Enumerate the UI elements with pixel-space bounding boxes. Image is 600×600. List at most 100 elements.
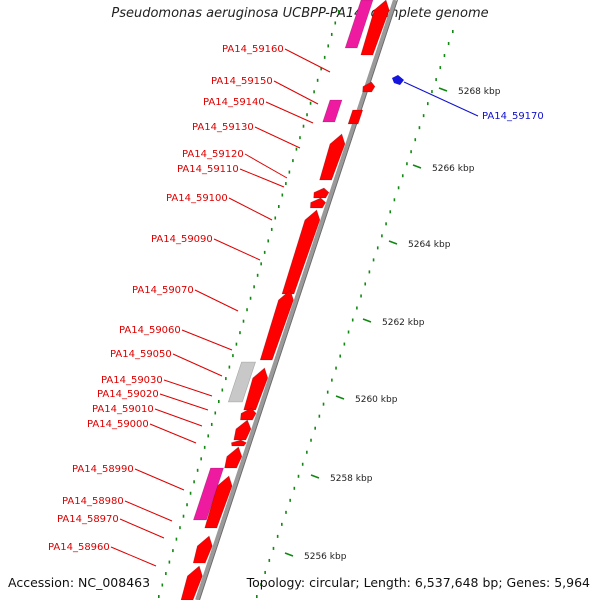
inner-guide-dot <box>207 434 210 438</box>
outer-guide-dot <box>356 306 358 310</box>
gene-label-leader <box>213 238 261 261</box>
inner-guide-dot <box>256 273 259 277</box>
kbp-tick-label: 5258 kbp <box>330 474 373 484</box>
inner-guide-dot <box>158 595 160 598</box>
gene-label-leader <box>110 546 157 567</box>
gene-label: PA14_59010 <box>92 404 154 415</box>
outer-guide-dot <box>364 282 367 286</box>
outer-guide-dot <box>360 294 362 298</box>
outer-guide-dot <box>268 558 271 562</box>
gene-red <box>313 187 330 199</box>
gene-label-leader <box>239 168 285 188</box>
gene-label: PA14_59160 <box>222 44 284 55</box>
gene-red <box>180 565 203 600</box>
gene-label: PA14_59150 <box>211 76 273 87</box>
outer-guide-dot <box>297 474 300 478</box>
gene-label-leader <box>273 80 319 105</box>
inner-guide-dot <box>175 537 178 541</box>
kbp-tick-mark <box>438 87 448 92</box>
gene-label-leader <box>172 353 223 377</box>
outer-guide-dot <box>322 402 325 406</box>
gene-label-leader <box>124 500 173 522</box>
inner-guide-dot <box>285 182 287 186</box>
gene-red <box>360 0 390 56</box>
gene-label: PA14_58980 <box>62 496 124 507</box>
outer-guide-dot <box>285 510 287 514</box>
outer-guide-dot <box>331 378 333 382</box>
outer-guide-dot <box>301 462 304 466</box>
gene-label-leader <box>159 393 209 411</box>
outer-guide-dot <box>281 522 283 526</box>
gene-label-leader <box>194 289 239 312</box>
gene-label: PA14_59030 <box>101 375 163 386</box>
kbp-tick-mark <box>284 552 294 557</box>
outer-guide-dot <box>439 66 442 70</box>
gene-label-leader <box>254 126 301 149</box>
outer-guide-dot <box>289 498 291 502</box>
outer-guide-dot <box>264 570 266 574</box>
gene-label: PA14_59020 <box>97 389 159 400</box>
outer-guide-dot <box>272 546 275 550</box>
inner-guide-dot <box>306 113 308 117</box>
inner-guide-dot <box>263 250 266 254</box>
outer-guide-dot <box>389 210 392 214</box>
kbp-tick-mark <box>388 240 398 245</box>
outer-guide-dot <box>347 330 350 334</box>
outer-guide-dot <box>422 114 425 118</box>
inner-guide-dot <box>281 193 284 197</box>
outer-guide-dot <box>351 318 354 322</box>
gene-label: PA14_59060 <box>119 325 181 336</box>
gene-red <box>231 439 247 447</box>
inner-guide-dot <box>161 583 164 587</box>
gene-magenta <box>192 467 224 521</box>
inner-guide-dot <box>193 480 195 484</box>
outer-guide-dot <box>276 534 279 538</box>
gene-red <box>259 289 294 361</box>
inner-guide-dot <box>320 67 322 71</box>
kbp-tick-label: 5256 kbp <box>304 552 347 562</box>
gene-label: PA14_59090 <box>151 234 213 245</box>
kbp-tick-label: 5262 kbp <box>382 318 425 328</box>
gene-red <box>204 475 233 529</box>
inner-guide-dot <box>278 205 280 208</box>
inner-guide-dot <box>179 526 181 530</box>
outer-guide-dot <box>443 54 446 58</box>
gene-red <box>240 407 257 421</box>
gene-label-leader <box>265 101 314 124</box>
gene-label-leader <box>181 329 233 351</box>
outer-guide-dot <box>306 450 308 454</box>
inner-guide-dot <box>239 331 241 335</box>
inner-guide-dot <box>242 319 245 323</box>
gene-label-leader <box>119 518 165 539</box>
inner-guide-dot <box>186 503 188 507</box>
gene-label: PA14_58990 <box>72 464 134 475</box>
outer-guide-dot <box>410 150 412 154</box>
gene-label: PA14_59070 <box>132 285 194 296</box>
inner-guide-dot <box>249 296 252 300</box>
gene-label-leader <box>154 408 203 427</box>
outer-guide-dot <box>385 222 387 226</box>
inner-guide-dot <box>232 354 234 358</box>
gene-label: PA14_58960 <box>48 542 110 553</box>
outer-guide-dot <box>381 234 383 238</box>
inner-guide-dot <box>165 572 167 576</box>
gene-features <box>180 0 404 600</box>
gene-label: PA14_59050 <box>110 349 172 360</box>
inner-guide-dot <box>309 101 312 105</box>
inner-guide-dot <box>182 514 185 518</box>
inner-guide-dot <box>214 411 217 415</box>
outer-guide-dot <box>310 438 312 442</box>
inner-guide-dot <box>267 239 270 243</box>
gene-label: PA14_58970 <box>57 514 119 525</box>
inner-guide-dot <box>313 90 315 94</box>
inner-guide-dot <box>327 44 330 48</box>
inner-guide-dot <box>295 147 298 151</box>
outer-guide-dot <box>393 198 396 202</box>
accession-label: Accession: NC_008463 <box>8 575 151 590</box>
genome-summary: Topology: circular; Length: 6,537,648 bp… <box>246 575 590 590</box>
outer-guide-dot <box>260 582 262 586</box>
gene-gray <box>227 361 256 403</box>
gene-label-leader <box>228 197 273 221</box>
inner-guide-dot <box>235 342 238 346</box>
inner-guide-dot <box>323 55 326 59</box>
